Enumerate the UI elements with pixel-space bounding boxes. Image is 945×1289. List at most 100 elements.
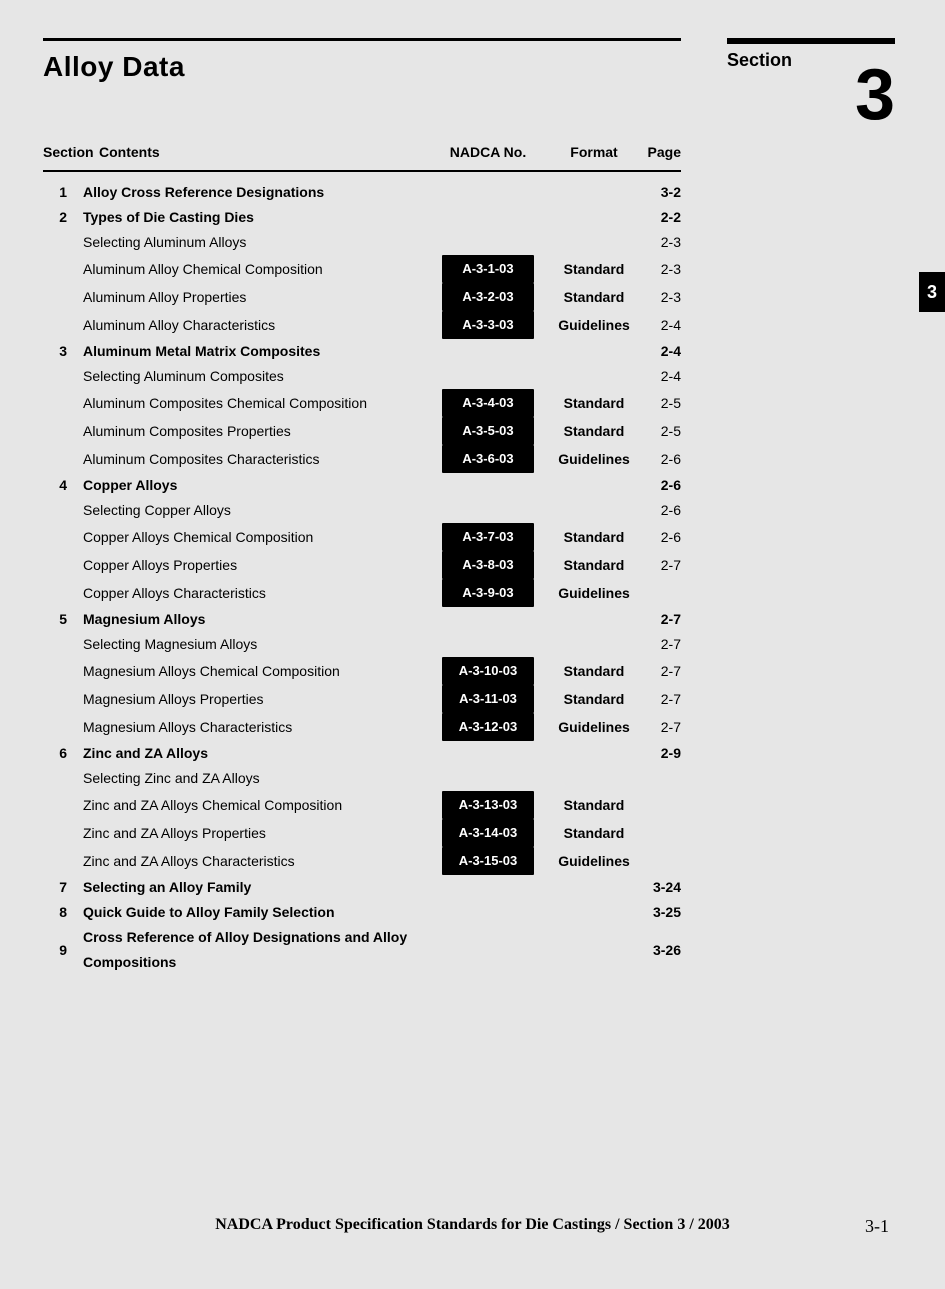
table-row: Aluminum Composites CharacteristicsA-3-6… xyxy=(43,445,681,473)
row-format: Standard xyxy=(547,553,641,578)
col-header-contents: Contents xyxy=(99,144,429,160)
nadca-number-badge: A-3-5-03 xyxy=(442,417,534,445)
row-title: Selecting Copper Alloys xyxy=(83,498,429,523)
row-page: 2-4 xyxy=(641,339,681,364)
row-title: Magnesium Alloys Properties xyxy=(83,687,429,712)
row-title: Magnesium Alloys Chemical Composition xyxy=(83,659,429,684)
table-row: 6Zinc and ZA Alloys2-9 xyxy=(43,741,681,766)
row-number: 1 xyxy=(43,180,83,205)
row-page: 2-3 xyxy=(641,230,681,255)
row-nadca-cell: A-3-6-03 xyxy=(429,445,547,473)
contents-header-row: Section Contents NADCA No. Format Page xyxy=(43,144,681,170)
row-page: 2-7 xyxy=(641,632,681,657)
contents-rule xyxy=(43,170,681,172)
nadca-number-badge: A-3-9-03 xyxy=(442,579,534,607)
table-row: 2Types of Die Casting Dies2-2 xyxy=(43,205,681,230)
row-title: Copper Alloys xyxy=(83,473,429,498)
table-row: 3Aluminum Metal Matrix Composites2-4 xyxy=(43,339,681,364)
col-header-section: Section xyxy=(43,144,99,160)
table-row: 1Alloy Cross Reference Designations3-2 xyxy=(43,180,681,205)
footer-page-number: 3-1 xyxy=(865,1216,889,1237)
row-page: 2-7 xyxy=(641,553,681,578)
row-title: Selecting an Alloy Family xyxy=(83,875,429,900)
row-title: Quick Guide to Alloy Family Selection xyxy=(83,900,429,925)
row-format: Guidelines xyxy=(547,849,641,874)
page: Alloy Data Section 3 3 Section Contents … xyxy=(0,0,945,1289)
row-title: Magnesium Alloys xyxy=(83,607,429,632)
row-page: 3-25 xyxy=(641,900,681,925)
row-nadca-cell: A-3-5-03 xyxy=(429,417,547,445)
row-format: Standard xyxy=(547,525,641,550)
row-title: Selecting Magnesium Alloys xyxy=(83,632,429,657)
table-row: Magnesium Alloys Characteristics A-3-12-0… xyxy=(43,713,681,741)
row-title: Aluminum Composites Chemical Composition xyxy=(83,391,429,416)
row-title: Copper Alloys Characteristics xyxy=(83,581,429,606)
row-page: 2-9 xyxy=(641,741,681,766)
row-nadca-cell: A-3-1-03 xyxy=(429,255,547,283)
row-title: Magnesium Alloys Characteristics xyxy=(83,715,429,740)
row-format: Guidelines xyxy=(547,581,641,606)
nadca-number-badge: A-3-3-03 xyxy=(442,311,534,339)
nadca-number-badge: A-3-11-03 xyxy=(442,685,534,713)
table-row: Aluminum Alloy CharacteristicsA-3-3-03Gu… xyxy=(43,311,681,339)
row-title: Types of Die Casting Dies xyxy=(83,205,429,230)
row-title: Zinc and ZA Alloys Properties xyxy=(83,821,429,846)
row-format: Standard xyxy=(547,821,641,846)
nadca-number-badge: A-3-13-03 xyxy=(442,791,534,819)
row-page: 2-4 xyxy=(641,364,681,389)
table-row: Copper Alloys Characteristics A-3-9-03 Gui… xyxy=(43,579,681,607)
nadca-number-badge: A-3-15-03 xyxy=(442,847,534,875)
row-number: 2 xyxy=(43,205,83,230)
row-title: Aluminum Composites Characteristics xyxy=(83,447,429,472)
table-row: Aluminum Alloy PropertiesA-3-2-03Standar… xyxy=(43,283,681,311)
row-page: 2-7 xyxy=(641,607,681,632)
header-right: Section 3 xyxy=(727,38,895,126)
nadca-number-badge: A-3-12-03 xyxy=(442,713,534,741)
row-page: 3-26 xyxy=(641,938,681,963)
row-format: Standard xyxy=(547,285,641,310)
row-format: Standard xyxy=(547,687,641,712)
row-nadca-cell: A-3-8-03 xyxy=(429,551,547,579)
nadca-number-badge: A-3-14-03 xyxy=(442,819,534,847)
row-title: Copper Alloys Chemical Composition xyxy=(83,525,429,550)
row-number: 3 xyxy=(43,339,83,364)
contents-table: Section Contents NADCA No. Format Page 1… xyxy=(43,144,681,975)
row-title: Aluminum Alloy Characteristics xyxy=(83,313,429,338)
row-format: Guidelines xyxy=(547,447,641,472)
row-page: 3-2 xyxy=(641,180,681,205)
section-number: 3 xyxy=(727,65,895,126)
row-nadca-cell: A-3-12-03 xyxy=(429,713,547,741)
row-number: 5 xyxy=(43,607,83,632)
table-row: Copper Alloys Chemical CompositionA-3-7-… xyxy=(43,523,681,551)
row-nadca-cell: A-3-7-03 xyxy=(429,523,547,551)
row-format: Standard xyxy=(547,419,641,444)
table-row: 7Selecting an Alloy Family3-24 xyxy=(43,875,681,900)
table-row: Aluminum Alloy Chemical CompositionA-3-1… xyxy=(43,255,681,283)
row-nadca-cell: A-3-2-03 xyxy=(429,283,547,311)
row-page: 2-6 xyxy=(641,473,681,498)
table-row: Zinc and ZA Alloys Properties A-3-14-03 St… xyxy=(43,819,681,847)
row-page: 2-6 xyxy=(641,447,681,472)
row-format: Guidelines xyxy=(547,715,641,740)
row-nadca-cell: A-3-13-03 xyxy=(429,791,547,819)
nadca-number-badge: A-3-2-03 xyxy=(442,283,534,311)
row-page: 2-4 xyxy=(641,313,681,338)
table-row: Aluminum Composites Chemical Composition… xyxy=(43,389,681,417)
header-left: Alloy Data xyxy=(43,38,693,83)
row-page: 2-5 xyxy=(641,419,681,444)
row-page: 3-24 xyxy=(641,875,681,900)
row-title: Selecting Aluminum Alloys xyxy=(83,230,429,255)
rows-container: 1Alloy Cross Reference Designations3-22T… xyxy=(43,180,681,975)
table-row: Selecting Aluminum Composites2-4 xyxy=(43,364,681,389)
row-page: 2-7 xyxy=(641,659,681,684)
row-format: Standard xyxy=(547,257,641,282)
row-number: 8 xyxy=(43,900,83,925)
row-number: 9 xyxy=(43,938,83,963)
table-row: Aluminum Composites PropertiesA-3-5-03St… xyxy=(43,417,681,445)
header-right-rule xyxy=(727,38,895,44)
page-title: Alloy Data xyxy=(43,51,693,83)
nadca-number-badge: A-3-10-03 xyxy=(442,657,534,685)
nadca-number-badge: A-3-4-03 xyxy=(442,389,534,417)
row-page: 2-6 xyxy=(641,498,681,523)
row-title: Zinc and ZA Alloys xyxy=(83,741,429,766)
